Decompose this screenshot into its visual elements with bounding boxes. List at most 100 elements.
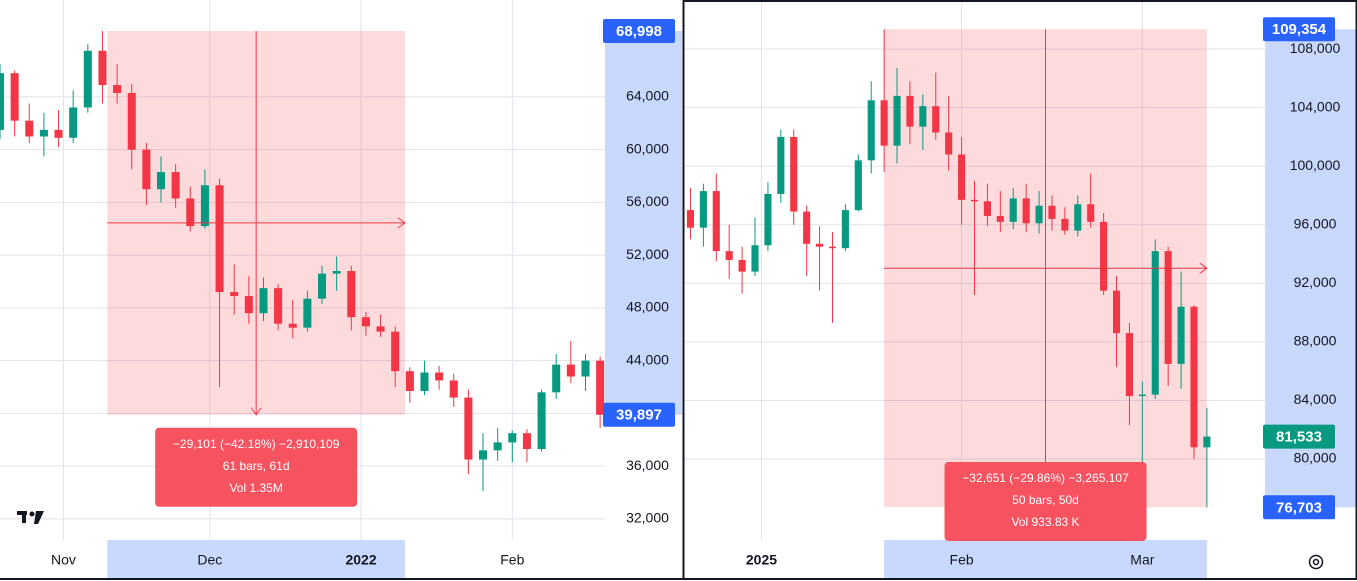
candle-body [1035,205,1043,224]
measure-info-box [944,462,1147,541]
candle-body [803,211,811,244]
x-tick-label: 2022 [345,552,376,568]
price-label-box [1263,424,1335,449]
x-tick-label: Feb [950,552,974,568]
candle-body [983,201,991,216]
candle-body [259,288,268,314]
candle-body [113,85,122,93]
candle-body [361,317,370,327]
candle-body [1177,306,1185,364]
candle-body [493,442,502,451]
measure-info-text: 61 bars, 61d [223,459,290,473]
price-label: 68,998 [616,23,662,40]
candle-body [10,73,19,121]
candle-body [1022,198,1030,224]
y-tick-label: 100,000 [1290,157,1341,173]
candle-body [435,372,444,381]
measure-info-text: −32,651 (−29.86%) −3,265,107 [962,471,1129,485]
candle-body [699,191,707,228]
price-label: 39,897 [616,407,662,424]
candle-body [522,433,531,450]
candle-body [958,154,966,200]
tv-logo [17,511,44,524]
candle-body [867,100,875,161]
settings-icon[interactable] [1308,554,1324,570]
candle-body [83,50,92,108]
candle-body [1190,306,1198,448]
candle-body [841,210,849,249]
candle-body [142,149,151,190]
x-tick-label: 2025 [746,552,777,568]
candle-body [552,364,561,393]
candle-body [945,132,953,155]
y-tick-label: 32,000 [626,510,669,526]
candle-body [39,129,48,137]
candle-body [391,331,400,372]
candle-body [288,323,297,328]
price-label-box [603,402,675,427]
y-tick-label: 88,000 [1294,333,1337,349]
candle-body [405,371,414,391]
x-axis-highlight [107,540,405,578]
y-tick-label: 96,000 [1294,215,1337,231]
price-label-box [603,19,675,44]
x-tick-label: Feb [500,552,524,568]
y-tick-label: 48,000 [626,299,669,315]
candle-body [200,185,209,227]
candle-body [171,172,180,199]
candle-body [712,191,720,252]
candle-body [508,433,517,443]
measure-arrow [250,407,262,416]
measure-info-text: Vol 1.35M [229,481,282,495]
candle-body [464,397,473,460]
x-tick-label: Mar [1130,552,1154,568]
candle-body [919,106,927,127]
measure-info-box [155,427,358,507]
y-tick-label: 80,000 [1294,450,1337,466]
y-tick-label: 104,000 [1290,98,1341,114]
candle-body [828,246,837,249]
candle-body [777,136,785,195]
price-label: 109,354 [1272,21,1327,38]
measure-info-text: Vol 933.83 K [1011,515,1079,529]
candle-body [0,73,5,130]
y-axis-highlight [605,31,682,415]
candle-body [215,185,224,293]
candle-body [1048,205,1056,219]
x-tick-label: Nov [51,552,76,568]
candle-body [537,392,546,450]
x-axis-highlight [884,540,1207,578]
candle-body [893,95,901,146]
candle-body [332,270,341,274]
y-tick-label: 60,000 [626,140,669,156]
candle-body [738,259,746,272]
candle-body [25,120,34,137]
candle-body [816,243,824,247]
x-tick-label: Dec [197,552,222,568]
candle-body [566,364,575,377]
price-label-box [1263,495,1335,520]
measure-arrow [397,217,406,229]
candle-body [1164,251,1172,364]
y-tick-label: 64,000 [626,88,669,104]
candle-body [230,292,239,297]
candle-body [186,198,195,227]
candle-body [347,270,356,318]
candle-body [376,326,385,332]
candle-body [1074,204,1082,231]
candle-body [725,251,733,260]
candle-body [98,50,107,86]
y-tick-label: 84,000 [1294,391,1337,407]
candle-body [1061,218,1069,231]
candle-body [69,107,78,138]
measure-info-text: 50 bars, 50d [1012,493,1079,507]
price-label-box [1263,17,1335,42]
candle-body [127,92,136,150]
candle-body [932,106,940,133]
candle-body [1203,436,1211,448]
candle-body [751,245,759,272]
candle-body [274,288,283,324]
candle-body [970,199,979,202]
candle-body [478,450,488,460]
candle-body [686,210,695,228]
